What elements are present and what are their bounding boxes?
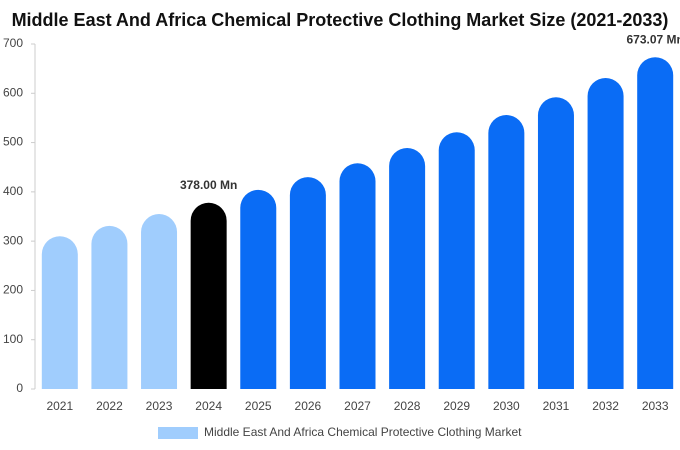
bar [438,132,475,389]
x-tick-label: 2026 [295,399,322,413]
x-tick-label: 2030 [493,399,520,413]
y-tick-label: 200 [3,283,23,297]
bar [637,57,674,390]
x-tick-label: 2027 [344,399,371,413]
y-tick-label: 600 [3,85,23,99]
x-tick-label: 2021 [46,399,73,413]
bar [240,189,277,389]
bar [389,147,426,389]
x-tick-label: 2029 [443,399,470,413]
bar [41,236,78,389]
y-tick-label: 500 [3,135,23,149]
bar [289,177,326,389]
value-label: 673.07 Mn [627,32,680,46]
chart-title: Middle East And Africa Chemical Protecti… [12,10,669,30]
bar [537,97,574,389]
y-tick-label: 400 [3,184,23,198]
y-tick-label: 300 [3,233,23,247]
bar [587,78,624,389]
bar [190,202,227,389]
legend-label: Middle East And Africa Chemical Protecti… [204,425,522,439]
y-tick-label: 100 [3,332,23,346]
x-tick-label: 2028 [394,399,421,413]
value-label: 378.00 Mn [180,178,237,192]
x-tick-label: 2032 [592,399,619,413]
bar [91,225,128,389]
bar [339,163,376,389]
x-tick-label: 2022 [96,399,123,413]
x-tick-label: 2031 [543,399,570,413]
x-tick-label: 2024 [195,399,222,413]
x-tick-label: 2023 [146,399,173,413]
x-tick-label: 2033 [642,399,669,413]
legend-swatch [158,427,198,439]
y-tick-label: 0 [16,381,23,395]
y-tick-label: 700 [3,36,23,50]
bar [488,114,525,390]
x-tick-label: 2025 [245,399,272,413]
bar [141,214,178,389]
